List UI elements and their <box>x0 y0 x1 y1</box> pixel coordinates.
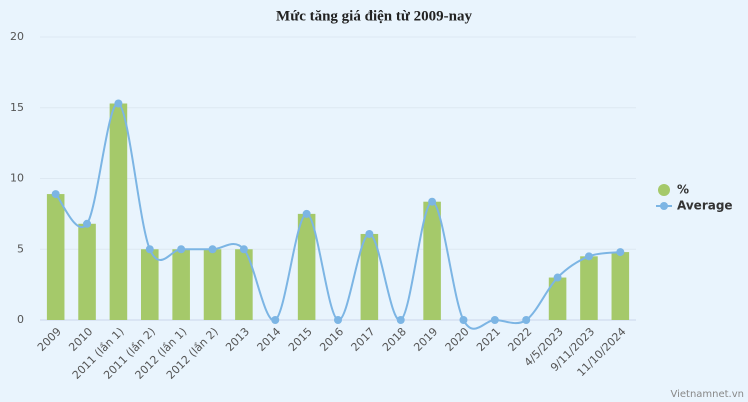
legend-label: Average <box>677 199 733 213</box>
line-point <box>365 229 374 238</box>
line-point <box>83 219 92 228</box>
bar <box>423 201 441 320</box>
x-tick-label: 2013 <box>223 325 252 354</box>
source: Vietnamnet.vn <box>670 389 744 400</box>
x-tick-label: 2010 <box>66 325 95 354</box>
line-point <box>51 190 60 199</box>
line-point <box>522 316 531 324</box>
y-tick-label: 20 <box>10 30 24 43</box>
line-point <box>208 245 217 254</box>
bar <box>548 277 567 320</box>
bar <box>580 256 598 320</box>
line-point <box>334 316 342 324</box>
bar <box>172 249 190 320</box>
x-tick-label: 2021 <box>474 325 503 354</box>
bar <box>46 194 65 320</box>
bar <box>203 249 222 320</box>
x-tick-label: 2017 <box>349 325 378 354</box>
line-point <box>459 316 468 324</box>
line-point <box>616 248 625 257</box>
chart-title: Mức tăng giá điện từ 2009-nay <box>276 8 472 24</box>
line-point <box>239 245 248 254</box>
x-tick-label: 2022 <box>505 325 534 354</box>
line-point <box>114 99 123 108</box>
y-tick-label: 5 <box>17 242 24 255</box>
bar <box>109 103 128 320</box>
x-tick-label: 2014 <box>255 325 284 354</box>
line-point <box>428 197 437 206</box>
line-point <box>145 245 154 254</box>
x-tick-label: 2019 <box>411 325 440 354</box>
legend-marker <box>658 184 670 196</box>
line-point <box>271 316 280 324</box>
x-tick-label: 2016 <box>317 325 346 354</box>
bar <box>141 249 159 320</box>
y-tick-label: 0 <box>17 313 24 326</box>
x-tick-label: 2018 <box>380 325 409 354</box>
legend-label: % <box>677 183 689 197</box>
line-point <box>584 252 593 261</box>
line-point <box>302 209 311 218</box>
bar <box>78 223 96 320</box>
bar <box>360 233 379 320</box>
line-point <box>490 316 499 324</box>
line-point <box>177 245 186 254</box>
bar <box>297 213 316 320</box>
x-tick-label: 2015 <box>286 325 315 354</box>
x-tick-label: 2020 <box>443 325 472 354</box>
y-tick-label: 10 <box>10 172 24 185</box>
line-point <box>396 316 405 324</box>
legend-marker <box>660 202 668 210</box>
line-point <box>553 273 562 282</box>
x-tick-label: 2009 <box>35 325 64 354</box>
line <box>54 102 621 330</box>
y-tick-label: 15 <box>10 101 24 114</box>
bar <box>235 249 253 320</box>
bar <box>611 252 630 320</box>
